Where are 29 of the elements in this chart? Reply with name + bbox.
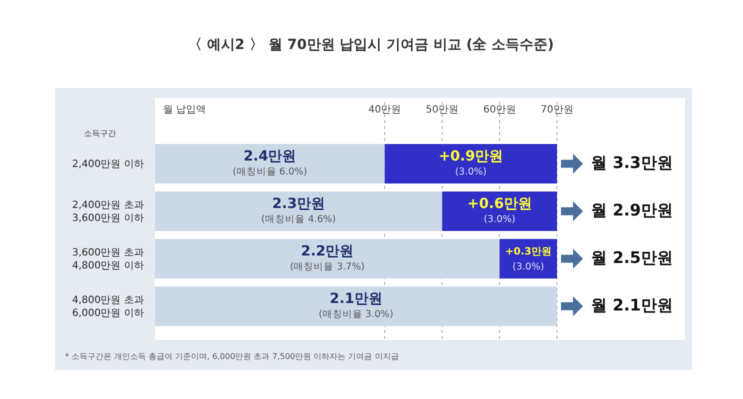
y-tick-label: 2,400만원 초과 3,600만원 이하 [72, 199, 144, 224]
total-label: 월 2.1만원 [591, 296, 673, 315]
bar [155, 239, 500, 278]
y-axis-title: 소득구간 [84, 129, 116, 138]
x-tick-label: 70만원 [540, 104, 574, 116]
annotation: 2.4만원 (매칭비율 6.0%) [232, 148, 308, 177]
annotation: +0.9만원 (3.0%) [438, 148, 504, 177]
annotation: 2.3만원 (매칭비율 4.6%) [261, 196, 336, 224]
x-tick-label: 40만원 [368, 104, 402, 116]
x-tick-label: 50만원 [426, 104, 459, 116]
bar [384, 144, 557, 184]
y-tick-label: 3,600만원 초과 4,800만원 이하 [72, 246, 144, 271]
bar [442, 192, 557, 231]
annotation: +0.6만원 (3.0%) [467, 196, 532, 224]
total-label: 월 2.9만원 [591, 200, 673, 220]
annotation: 2.2만원 (매칭비율 3.7%) [290, 243, 365, 272]
y-tick-label: 4,800만원 초과 6,000만원 이하 [72, 294, 144, 318]
annotation: 2.1만원 (매칭비율 3.0%) [318, 290, 394, 320]
x-axis-title: 월 납입액 [163, 104, 206, 116]
bar [155, 286, 557, 326]
annotation: +0.3만원 (3.0%) [505, 246, 552, 272]
total-label: 월 3.3만원 [591, 153, 673, 172]
x-tick-label: 60만원 [483, 104, 516, 116]
text: * 소득구간은 개인소득 총급여 기준이며, 6,000만원 초과 7,500만원 이하자는 기여금 미지급 [65, 352, 399, 362]
total-label: 월 2.5만원 [591, 248, 673, 268]
bar [155, 192, 442, 231]
y-tick-label: 2,400만원 이하 [72, 158, 144, 170]
chart-title: 〈 예시2 〉 월 70만원 납입시 기여금 비교 (全 소득수준) [188, 36, 554, 53]
bar [155, 144, 385, 184]
